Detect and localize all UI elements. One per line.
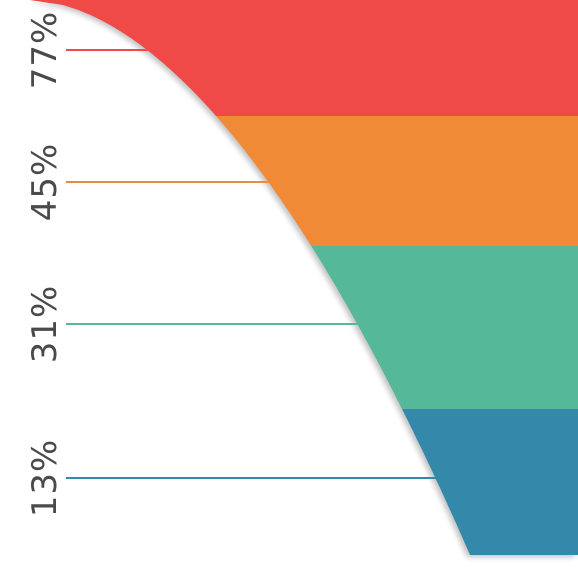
band-label-2: 45% <box>25 143 65 222</box>
funnel-band-4 <box>30 409 578 555</box>
leader-lines <box>66 49 446 479</box>
band-label-4: 13% <box>25 439 65 518</box>
band-label-3: 31% <box>25 285 65 364</box>
funnel-band-3 <box>30 246 578 409</box>
funnel-band-1 <box>30 0 578 116</box>
band-labels: 77% 45% 31% 13% <box>25 11 65 518</box>
funnel-bands <box>30 0 578 555</box>
band-label-1: 77% <box>25 11 65 90</box>
